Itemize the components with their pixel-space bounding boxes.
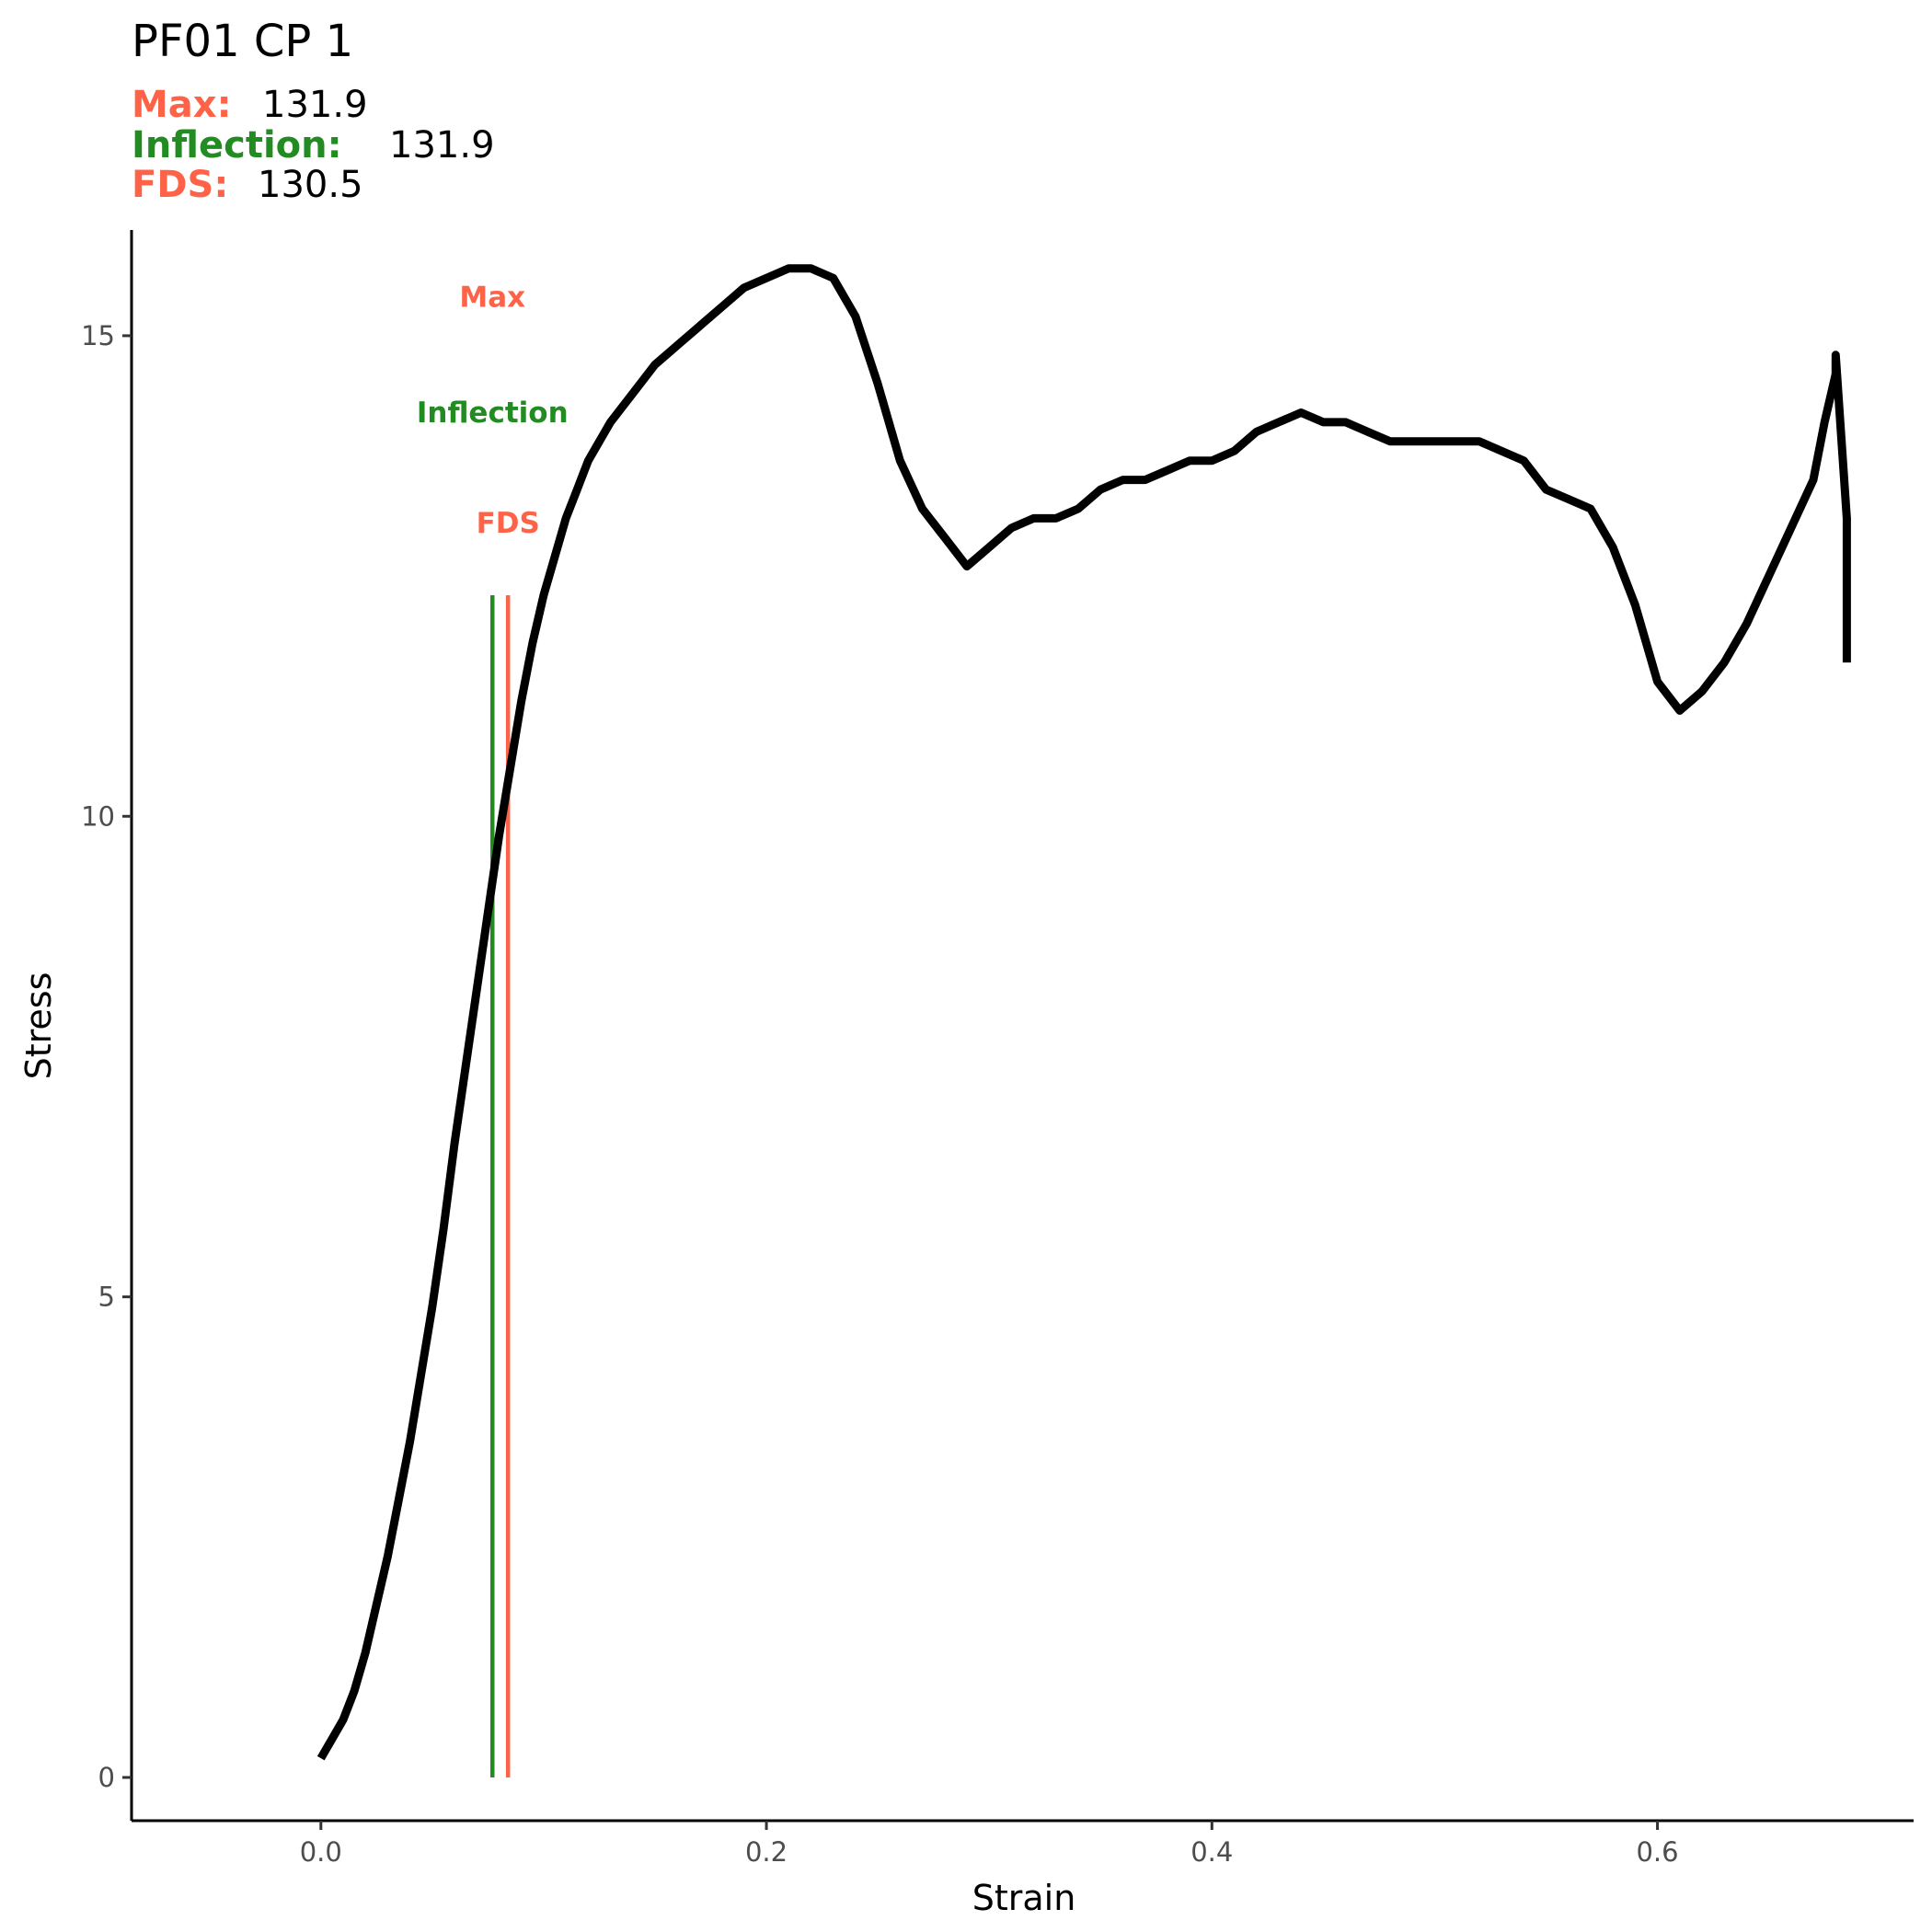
x-tick-label: 0.2 (745, 1836, 788, 1868)
plot-area: Max Inflection FDS (316, 264, 1851, 1777)
x-axis-title: Strain (972, 1878, 1076, 1918)
subtitle-max-value: 131.9 (262, 84, 368, 126)
subtitle-inflection-label: Inflection: (132, 124, 342, 167)
annotation-fds: FDS (477, 507, 540, 540)
annotation-inflection: Inflection (417, 397, 569, 430)
subtitle-max-label: Max: (132, 84, 232, 126)
series-line-0 (316, 264, 1851, 1761)
subtitle-fds-label: FDS: (132, 164, 228, 206)
y-tick-label: 5 (98, 1282, 115, 1313)
y-tick-label: 10 (81, 800, 115, 832)
x-tick-label: 0.6 (1636, 1836, 1678, 1868)
y-axis-title: Stress (18, 972, 59, 1080)
subtitle-fds-value: 130.5 (258, 164, 363, 206)
y-tick-label: 0 (98, 1762, 115, 1793)
x-axis-ticks: 0.0 0.2 0.4 0.6 (300, 1821, 1679, 1868)
x-tick-label: 0.0 (300, 1836, 342, 1868)
chart-title: PF01 CP 1 (132, 16, 353, 67)
subtitle-inflection-value: 131.9 (389, 124, 495, 167)
x-tick-label: 0.4 (1190, 1836, 1233, 1868)
y-tick-label: 15 (81, 320, 115, 351)
y-axis-ticks: 0 5 10 15 (81, 320, 132, 1793)
annotation-max: Max (459, 282, 525, 315)
